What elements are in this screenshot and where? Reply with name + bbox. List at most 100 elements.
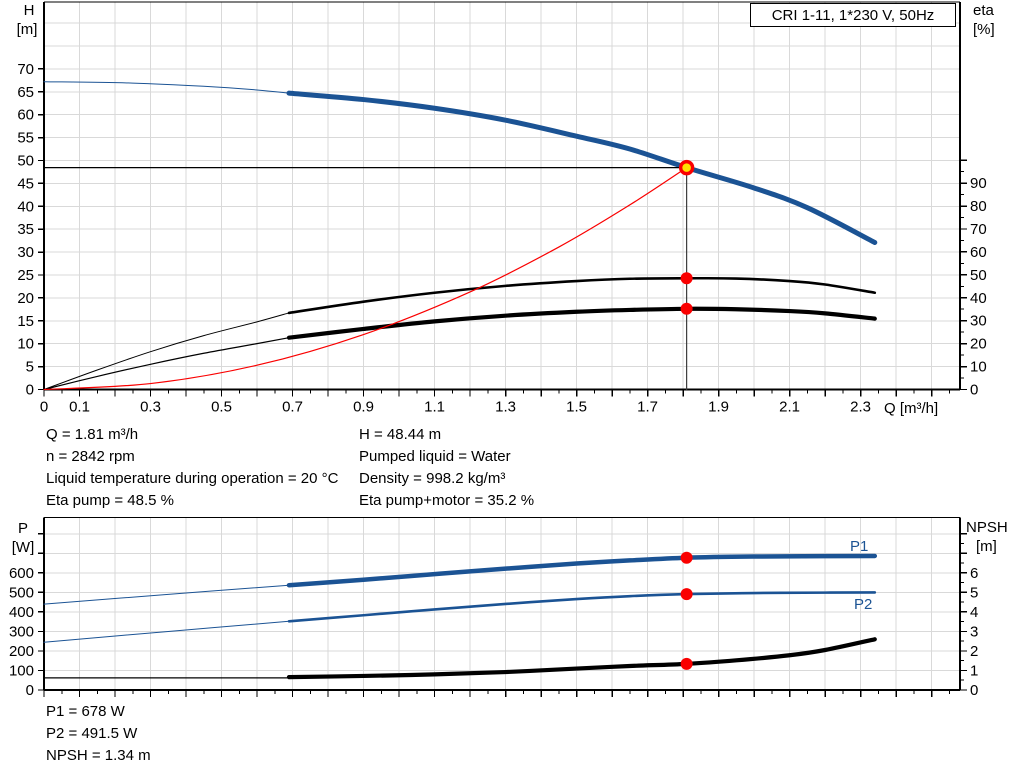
annotation-npsh: NPSH = 1.34 m [46, 747, 151, 764]
power-npsh-tick-labels: 0 100 200 300 400 500 600 0 1 2 3 4 5 6 [9, 565, 978, 699]
power-npsh-grid [44, 517, 960, 690]
hq-marker-duty-point [678, 159, 695, 176]
svg-text:20: 20 [17, 290, 34, 307]
svg-text:90: 90 [970, 175, 987, 192]
hq-series-system-curve [43, 167, 688, 391]
svg-text:10: 10 [17, 336, 34, 353]
p1-curve-label: P1 [850, 538, 869, 555]
pump-title-box: CRI 1-11, 1*230 V, 50Hz [750, 3, 956, 27]
power-npsh-series-npsh [286, 637, 877, 680]
svg-text:40: 40 [970, 290, 987, 307]
svg-text:200: 200 [9, 643, 34, 660]
svg-text:70: 70 [970, 221, 987, 238]
annotation-eta-pump: Eta pump = 48.5 % [46, 492, 174, 509]
svg-text:15: 15 [17, 313, 34, 330]
power-npsh-series-p1-ext [43, 584, 290, 605]
svg-text:55: 55 [17, 130, 34, 147]
svg-text:2.3: 2.3 [850, 399, 871, 416]
p2-curve-label: P2 [854, 596, 873, 613]
p-axis-unit: [W] [11, 539, 35, 556]
eta-axis-unit: [%] [973, 21, 995, 38]
svg-text:10: 10 [970, 359, 987, 376]
q-axis-label: Q [m³/h] [884, 400, 939, 417]
svg-text:2.1: 2.1 [779, 399, 800, 416]
hq-series-eta-pump-ext [43, 312, 290, 390]
annotation-flow: Q = 1.81 m³/h [46, 426, 139, 443]
svg-text:50: 50 [970, 267, 987, 284]
hq-frame [42, 1, 962, 391]
svg-text:6: 6 [970, 565, 978, 582]
svg-text:40: 40 [17, 198, 34, 215]
hq-marker-eta-pump-point [680, 272, 693, 285]
annotation-density: Density = 998.2 kg/m³ [359, 470, 506, 487]
annotation-liquid-temp: Liquid temperature during operation = 20… [46, 470, 339, 487]
svg-text:65: 65 [17, 84, 34, 101]
p-axis-label: P [17, 520, 28, 537]
hq-series-eta-pump-motor [286, 306, 877, 340]
hq-series-head-ext [43, 81, 290, 94]
svg-text:0.1: 0.1 [69, 399, 90, 416]
svg-text:0: 0 [970, 382, 978, 399]
svg-text:600: 600 [9, 565, 34, 582]
operating-data-right: H = 48.44 m Pumped liquid = Water Densit… [359, 424, 534, 512]
svg-text:400: 400 [9, 604, 34, 621]
svg-text:1: 1 [970, 662, 978, 679]
svg-text:0.7: 0.7 [282, 399, 303, 416]
npsh-axis-label: NPSH [966, 519, 1008, 536]
svg-text:20: 20 [970, 336, 987, 353]
hq-chart-canvas: 0 0.1 0.3 0.5 0.7 0.9 1.1 1.3 1.5 1.7 1.9 2.1 2.3 0 5 1… [17, 1, 987, 416]
svg-text:4: 4 [970, 604, 978, 621]
operating-data-left: Q = 1.81 m³/h n = 2842 rpm Liquid temper… [46, 424, 338, 512]
annotation-p1: P1 = 678 W [46, 703, 125, 720]
power-npsh-marker-p2-point [680, 588, 693, 601]
svg-text:1.1: 1.1 [424, 399, 445, 416]
operating-data-bottom: P1 = 678 W P2 = 491.5 W NPSH = 1.34 m [46, 701, 151, 767]
h-axis-unit: [m] [16, 21, 38, 38]
hq-series-head [286, 90, 878, 245]
svg-text:100: 100 [9, 662, 34, 679]
pump-title: CRI 1-11, 1*230 V, 50Hz [771, 6, 935, 24]
svg-text:0: 0 [26, 382, 34, 399]
power-npsh-series-p2-ext [43, 620, 290, 643]
svg-text:5: 5 [26, 359, 34, 376]
annotation-eta-pump-motor: Eta pump+motor = 35.2 % [359, 492, 535, 509]
svg-text:80: 80 [970, 198, 987, 215]
svg-text:0.5: 0.5 [211, 399, 232, 416]
svg-text:0.3: 0.3 [140, 399, 161, 416]
svg-text:1.9: 1.9 [708, 399, 729, 416]
svg-text:25: 25 [17, 267, 34, 284]
h-axis-label: H [23, 2, 35, 19]
hq-ticks [38, 68, 967, 397]
svg-text:0: 0 [26, 682, 34, 699]
svg-text:500: 500 [9, 584, 34, 601]
svg-text:0.9: 0.9 [353, 399, 374, 416]
annotation-speed: n = 2842 rpm [46, 448, 135, 465]
hq-series-eta-pump [287, 276, 877, 315]
hq-marker-eta-pump-motor-point [680, 302, 693, 315]
svg-text:0: 0 [40, 399, 48, 416]
annotation-p2: P2 = 491.5 W [46, 725, 138, 742]
svg-text:5: 5 [970, 584, 978, 601]
svg-text:0: 0 [970, 682, 978, 699]
power-npsh-series-p1 [286, 553, 878, 588]
svg-text:50: 50 [17, 152, 34, 169]
hq-tick-labels: 0 0.1 0.3 0.5 0.7 0.9 1.1 1.3 1.5 1.7 1.9 2.1 2.3 0 5 1… [17, 61, 986, 416]
npsh-axis-unit: [m] [976, 538, 997, 555]
hq-grid [44, 2, 960, 390]
svg-text:30: 30 [970, 313, 987, 330]
power-npsh-series-p2 [287, 591, 877, 623]
svg-text:70: 70 [17, 61, 34, 78]
svg-text:45: 45 [17, 175, 34, 192]
power-npsh-marker-p1-point [680, 551, 693, 564]
svg-text:60: 60 [970, 244, 987, 261]
svg-text:300: 300 [9, 623, 34, 640]
svg-text:1.7: 1.7 [637, 399, 658, 416]
svg-text:2: 2 [970, 643, 978, 660]
eta-axis-label: eta [973, 2, 994, 19]
power-npsh-ticks [38, 533, 967, 697]
power-npsh-chart-canvas: 0 100 200 300 400 500 600 0 1 2 3 4 5 6 [9, 516, 978, 699]
svg-text:60: 60 [17, 107, 34, 124]
annotation-head: H = 48.44 m [359, 426, 442, 443]
svg-text:1.3: 1.3 [495, 399, 516, 416]
svg-text:30: 30 [17, 244, 34, 261]
